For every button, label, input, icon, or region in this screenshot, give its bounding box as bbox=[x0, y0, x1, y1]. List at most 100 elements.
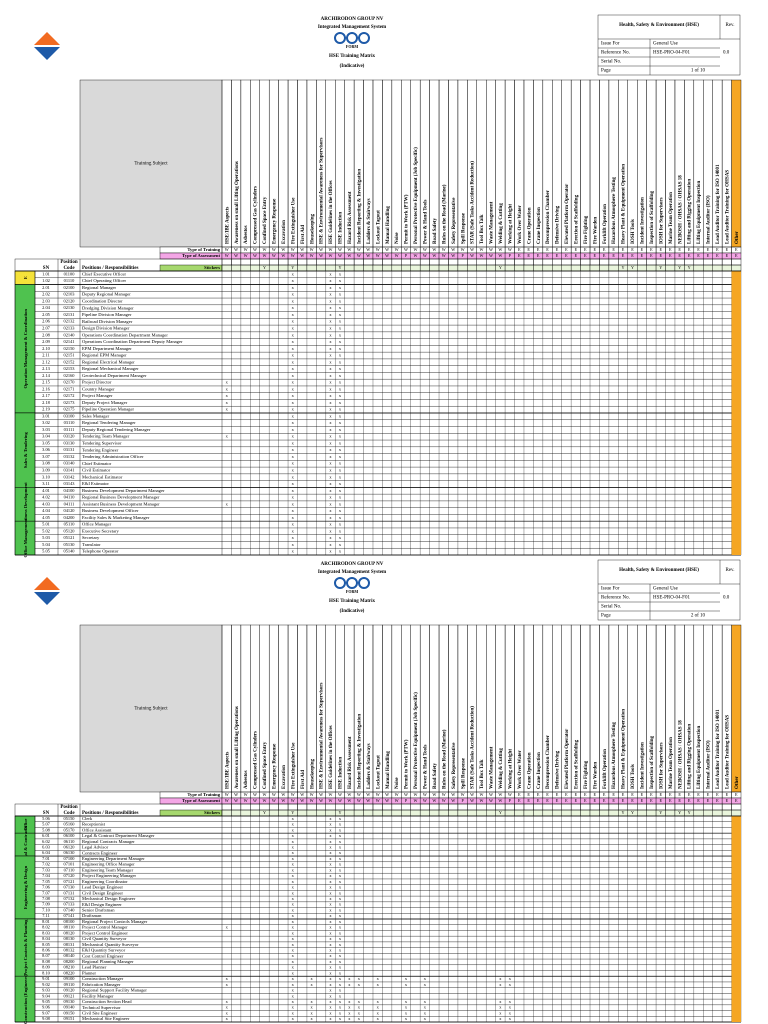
position: Facility Manager bbox=[82, 993, 114, 998]
position: Construction Manager bbox=[82, 976, 124, 981]
column-title: Manual Handling bbox=[386, 751, 391, 789]
stickers-cell bbox=[316, 264, 327, 272]
type_training-value: E bbox=[584, 247, 587, 252]
group-label: Engineering & Design bbox=[23, 865, 28, 909]
type_assessment-value: E bbox=[518, 798, 521, 803]
cell-mark: x bbox=[329, 400, 332, 405]
type_assessment-value: W bbox=[357, 798, 361, 803]
sn: 3.01 bbox=[42, 413, 50, 418]
type_training-value: W bbox=[480, 792, 484, 797]
cell-mark: x bbox=[339, 925, 342, 930]
code: 05120 bbox=[64, 528, 76, 533]
column-title: Incident Investigation bbox=[641, 742, 646, 789]
code: 08220 bbox=[64, 970, 76, 975]
type_assessment-value: E bbox=[631, 253, 634, 258]
type_training-value: E bbox=[735, 792, 738, 797]
column-title: First Aid bbox=[301, 225, 306, 244]
column-title: Power & Hand Tools bbox=[424, 199, 429, 244]
cell-mark: x bbox=[292, 312, 295, 317]
cell-mark: x bbox=[339, 353, 342, 358]
type_assessment-value: E bbox=[622, 253, 625, 258]
type_training-value: E bbox=[697, 247, 700, 252]
group-label: Office bbox=[23, 819, 28, 831]
cell-mark: x bbox=[292, 549, 295, 554]
stickers-cell bbox=[504, 264, 515, 272]
column-title: Internal Auditor (ISO) bbox=[707, 195, 712, 244]
page-label: Page bbox=[601, 614, 612, 619]
position: Legal & Contract Department Manager bbox=[82, 833, 155, 838]
stickers-cell bbox=[297, 809, 308, 817]
cell-mark: x bbox=[339, 440, 342, 445]
stickers-cell bbox=[231, 264, 242, 272]
sn: 2.09 bbox=[42, 339, 50, 344]
blank-cell bbox=[297, 803, 308, 811]
blank-cell bbox=[448, 258, 459, 266]
column-title: Hazardous Atmosphere Testing bbox=[612, 177, 617, 244]
position: Deputy Regional Tendering Manager bbox=[82, 427, 151, 432]
group-label: Legal & Contracts bbox=[23, 826, 28, 863]
column-title: Housekeeping bbox=[310, 758, 315, 789]
issue-label: Issue For bbox=[601, 587, 620, 592]
sn: 9.04 bbox=[42, 993, 50, 998]
cell-mark: x bbox=[329, 325, 332, 330]
cell-mark: x bbox=[329, 907, 332, 912]
cell-mark: x bbox=[226, 1016, 229, 1021]
cell-mark: x bbox=[292, 488, 295, 493]
cell-mark: x bbox=[339, 879, 342, 884]
position: EPM Department Manager bbox=[82, 346, 132, 351]
type_training-value: W bbox=[281, 247, 285, 252]
type_assessment-value: W bbox=[262, 798, 266, 803]
type_assessment-value: W bbox=[395, 798, 399, 803]
cell-mark: x bbox=[292, 885, 295, 890]
type_assessment-value: W bbox=[310, 798, 314, 803]
type_training-value: W bbox=[281, 792, 285, 797]
code: 09140 bbox=[64, 1005, 76, 1010]
sn: 2.17 bbox=[42, 393, 50, 398]
cell-mark: x bbox=[377, 976, 380, 981]
serial-label: Serial No. bbox=[601, 605, 621, 610]
cell-mark: x bbox=[292, 467, 295, 472]
issue-value: General Use bbox=[653, 42, 679, 47]
code: 03131 bbox=[64, 447, 75, 452]
type_assessment-value: W bbox=[498, 798, 502, 803]
stickers-cell bbox=[391, 264, 402, 272]
position: Mechanical Site Engineer bbox=[82, 1016, 130, 1021]
cell-mark: x bbox=[339, 862, 342, 867]
position: Draftsman bbox=[82, 913, 102, 918]
blank-cell bbox=[570, 803, 581, 811]
type_training-value: E bbox=[669, 792, 672, 797]
type_assessment-value: E bbox=[593, 798, 596, 803]
type_training-value: W bbox=[498, 792, 502, 797]
sn: 8.03 bbox=[42, 930, 50, 935]
type_assessment-value: E bbox=[697, 798, 700, 803]
type_training-value: W bbox=[451, 792, 455, 797]
stickers-cell bbox=[240, 264, 251, 272]
code: 02131 bbox=[64, 312, 75, 317]
type_assessment-value: W bbox=[413, 798, 417, 803]
blank-cell bbox=[240, 258, 251, 266]
type_assessment-value: E bbox=[669, 798, 672, 803]
column-title: Crane Operation bbox=[527, 752, 532, 789]
cell-mark: x bbox=[348, 1010, 351, 1015]
column-title: Confined Space Entry bbox=[263, 741, 268, 789]
column-title: Excavation bbox=[282, 220, 287, 244]
type_training-value: W bbox=[404, 792, 408, 797]
type_assessment-value: E bbox=[584, 798, 587, 803]
type_assessment-value: W bbox=[442, 798, 446, 803]
code: 05130 bbox=[64, 542, 76, 547]
cell-mark: x bbox=[292, 400, 295, 405]
column-title: Lifting and Rigging Operation bbox=[688, 724, 693, 789]
type_training-value: E bbox=[622, 792, 625, 797]
type_training-value: W bbox=[357, 247, 361, 252]
type_assessment-value: E bbox=[650, 798, 653, 803]
blank-cell bbox=[391, 803, 402, 811]
code: 01100 bbox=[64, 271, 76, 276]
cell-mark: x bbox=[311, 1010, 314, 1015]
type_assessment-value: P bbox=[461, 253, 464, 258]
blank-cell bbox=[467, 258, 477, 266]
blank-cell bbox=[665, 258, 676, 266]
column-title: Tool Box Talk bbox=[480, 759, 485, 789]
cell-mark: x bbox=[329, 522, 332, 527]
column-title: Elevated Platform Operator bbox=[565, 728, 570, 789]
type_assessment-value: E bbox=[612, 798, 615, 803]
